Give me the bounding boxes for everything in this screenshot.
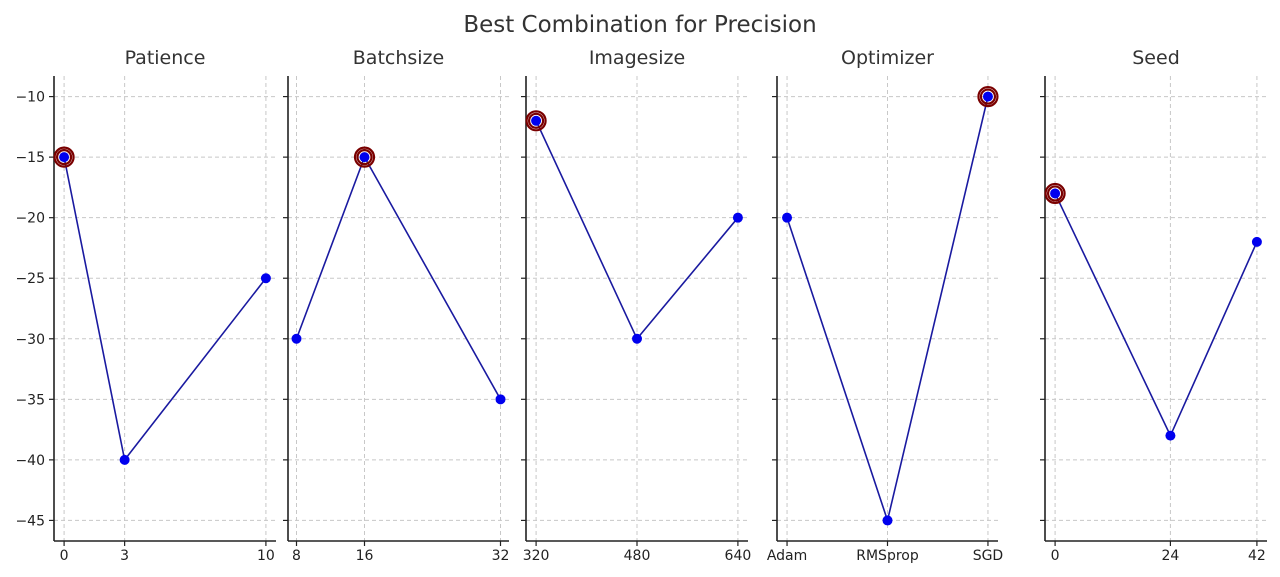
series-line [63, 156, 267, 462]
x-tick-label: 8 [292, 548, 301, 564]
panel-seed: Seed 0 24 42 [1040, 47, 1267, 564]
data-point [732, 212, 743, 223]
data-point [119, 454, 130, 465]
series-line [1054, 193, 1258, 438]
data-point [260, 273, 271, 284]
x-tick-label: 480 [624, 548, 651, 564]
best-marker-inner [527, 112, 545, 129]
data-point [1050, 188, 1061, 199]
x-tick-label: 42 [1248, 548, 1266, 564]
x-tick-label: 320 [523, 548, 550, 564]
data-point [882, 515, 893, 526]
y-tick-label: −10 [15, 90, 45, 106]
best-marker-inner [55, 149, 73, 166]
x-tick-label: Adam [767, 548, 807, 564]
series-line [295, 155, 502, 400]
y-tick-label: −40 [15, 453, 45, 469]
panel-batchsize: Batchsize 8 16 32 [283, 47, 509, 564]
x-tick-label: 0 [60, 548, 69, 564]
panels: Patience 0 3 10 −10 −15 −20 −25 −30 −35 −40 −45 Batc… [15, 47, 1267, 564]
panel-title: Imagesize [589, 47, 685, 69]
x-tick-label: 10 [257, 548, 275, 564]
data-point [359, 152, 370, 163]
x-tick-label: 640 [725, 548, 752, 564]
best-marker-inner [1046, 185, 1064, 202]
data-point [632, 333, 642, 344]
best-marker [1044, 182, 1066, 205]
x-tick-label: 0 [1051, 548, 1060, 564]
data-point [531, 115, 542, 126]
y-tick-label: −30 [15, 332, 45, 348]
y-tick-label: −45 [15, 513, 45, 529]
best-marker [977, 85, 999, 108]
x-tick-label: 3 [120, 548, 129, 564]
y-tick-label: −35 [15, 392, 45, 408]
panel-imagesize: Imagesize 320 480 640 [521, 47, 751, 564]
data-point [495, 394, 506, 405]
x-tick-label: 16 [356, 548, 374, 564]
panel-optimizer: Optimizer Adam RMSprop SGD [767, 47, 1003, 564]
data-point [1251, 236, 1262, 247]
panel-patience: Patience 0 3 10 −10 −15 −20 −25 −30 −35 −40 −45 [15, 47, 276, 564]
data-point [291, 333, 302, 344]
data-point [782, 212, 793, 223]
best-marker [525, 110, 547, 132]
x-tick-label: 32 [492, 548, 510, 564]
x-tick-label: 24 [1162, 548, 1180, 564]
panel-title: Optimizer [841, 47, 934, 69]
best-marker [353, 146, 376, 168]
panel-title: Seed [1132, 47, 1180, 69]
best-marker [53, 146, 75, 168]
panel-title: Batchsize [353, 47, 444, 69]
data-point [59, 152, 70, 163]
best-marker-inner [979, 88, 997, 105]
y-tick-label: −20 [15, 211, 45, 227]
best-marker-inner [356, 149, 373, 166]
x-tick-label: RMSprop [856, 548, 919, 564]
y-tick-label: −25 [15, 271, 45, 287]
y-tick-label: −15 [15, 150, 45, 166]
chart-title: Best Combination for Precision [463, 12, 816, 38]
data-point [982, 91, 993, 102]
panel-title: Patience [125, 47, 206, 69]
x-tick-label: SGD [973, 548, 1004, 564]
data-point [1165, 430, 1176, 441]
